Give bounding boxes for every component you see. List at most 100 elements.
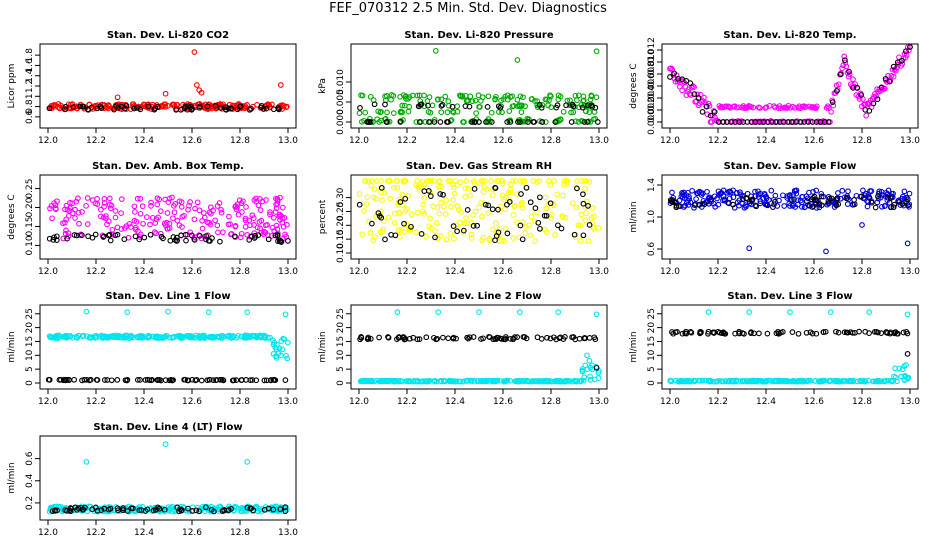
x-tick-label: 12.8 xyxy=(541,397,561,407)
data-point xyxy=(283,352,289,359)
y-tick-label: 0.008 xyxy=(647,61,657,87)
x-tick-label: 12.4 xyxy=(445,136,465,146)
y-tick-label: 0.002 xyxy=(647,97,657,123)
data-point xyxy=(207,221,214,228)
x-tick-label: 12.4 xyxy=(134,267,154,277)
data-point xyxy=(503,377,510,384)
data-point xyxy=(730,187,736,194)
data-point xyxy=(249,212,256,219)
data-point xyxy=(447,230,454,237)
data-point xyxy=(106,195,113,202)
data-point xyxy=(176,332,183,339)
data-point xyxy=(430,178,437,184)
data-point xyxy=(132,224,139,231)
data-point xyxy=(137,210,144,217)
chart-panel-temp: Stan. Dev. Li-820 Temp. 12.0 12.2 12.4 12.6 1… xyxy=(629,30,920,146)
data-point xyxy=(580,200,587,207)
data-point xyxy=(842,57,848,64)
x-tick-label: 12.2 xyxy=(86,267,106,277)
data-point xyxy=(98,507,105,513)
data-point xyxy=(669,197,676,203)
data-point xyxy=(543,212,550,219)
data-point xyxy=(79,232,85,238)
data-point xyxy=(444,119,450,125)
data-point xyxy=(391,184,397,191)
plot-frame xyxy=(661,304,919,390)
y-tick-label: 10 xyxy=(336,349,346,361)
data-point xyxy=(52,206,59,213)
data-point xyxy=(418,231,425,237)
data-point xyxy=(423,233,429,240)
data-point xyxy=(76,220,82,227)
data-point xyxy=(861,192,868,199)
data-point xyxy=(732,330,738,337)
data-point xyxy=(870,100,877,107)
data-point xyxy=(282,508,289,514)
plot-frame xyxy=(350,43,608,129)
data-point xyxy=(705,309,712,315)
plot-frame xyxy=(350,304,608,390)
data-point xyxy=(107,205,114,212)
x-tick-label: 12.8 xyxy=(852,136,872,146)
data-point xyxy=(820,377,826,384)
data-point xyxy=(427,189,434,196)
data-point xyxy=(726,200,732,207)
data-point xyxy=(147,231,154,238)
data-point xyxy=(462,185,469,191)
y-tick-label: 5 xyxy=(336,366,346,372)
data-point xyxy=(432,47,439,54)
data-point xyxy=(198,334,204,341)
x-tick-label: 12.0 xyxy=(349,136,369,146)
data-point xyxy=(736,202,742,209)
data-point xyxy=(575,222,582,229)
data-point xyxy=(896,365,903,372)
data-point xyxy=(585,238,592,244)
data-point xyxy=(676,378,683,385)
data-point xyxy=(862,378,869,385)
data-point xyxy=(789,196,795,203)
data-point xyxy=(445,98,452,105)
data-point xyxy=(589,205,596,211)
data-point xyxy=(367,229,374,236)
x-tick-label: 12.2 xyxy=(397,397,417,407)
data-point xyxy=(191,216,198,223)
data-point xyxy=(485,210,491,217)
data-point xyxy=(363,201,370,207)
data-point xyxy=(80,103,87,110)
data-point xyxy=(826,195,833,202)
data-point xyxy=(402,178,409,184)
data-point xyxy=(674,78,681,85)
data-point xyxy=(237,234,244,241)
data-point xyxy=(902,54,909,61)
y-tick-label: 1.2 xyxy=(25,79,35,93)
data-point xyxy=(72,504,79,511)
data-point xyxy=(198,89,205,96)
data-point xyxy=(747,330,754,336)
data-point xyxy=(153,230,159,237)
data-point xyxy=(394,185,401,191)
data-point xyxy=(382,236,388,243)
data-point xyxy=(542,96,549,103)
data-point xyxy=(283,104,290,110)
data-point xyxy=(442,93,449,100)
data-point xyxy=(839,187,846,194)
data-point xyxy=(866,195,873,201)
data-point xyxy=(136,334,143,340)
data-point xyxy=(496,226,503,232)
data-point xyxy=(551,178,557,184)
data-point xyxy=(426,94,433,100)
data-point xyxy=(203,236,209,243)
data-point xyxy=(904,196,911,203)
data-point xyxy=(189,106,195,112)
data-point xyxy=(822,328,829,335)
data-point xyxy=(514,219,520,226)
y-axis-label: ml/min xyxy=(629,331,639,362)
data-point xyxy=(691,91,698,97)
series-1 xyxy=(46,102,282,113)
x-tick-label: 12.2 xyxy=(86,136,106,146)
data-point xyxy=(145,103,152,110)
data-point xyxy=(244,504,251,511)
y-tick-label: 1.4 xyxy=(25,68,35,83)
data-point xyxy=(223,106,230,113)
data-point xyxy=(438,103,445,109)
